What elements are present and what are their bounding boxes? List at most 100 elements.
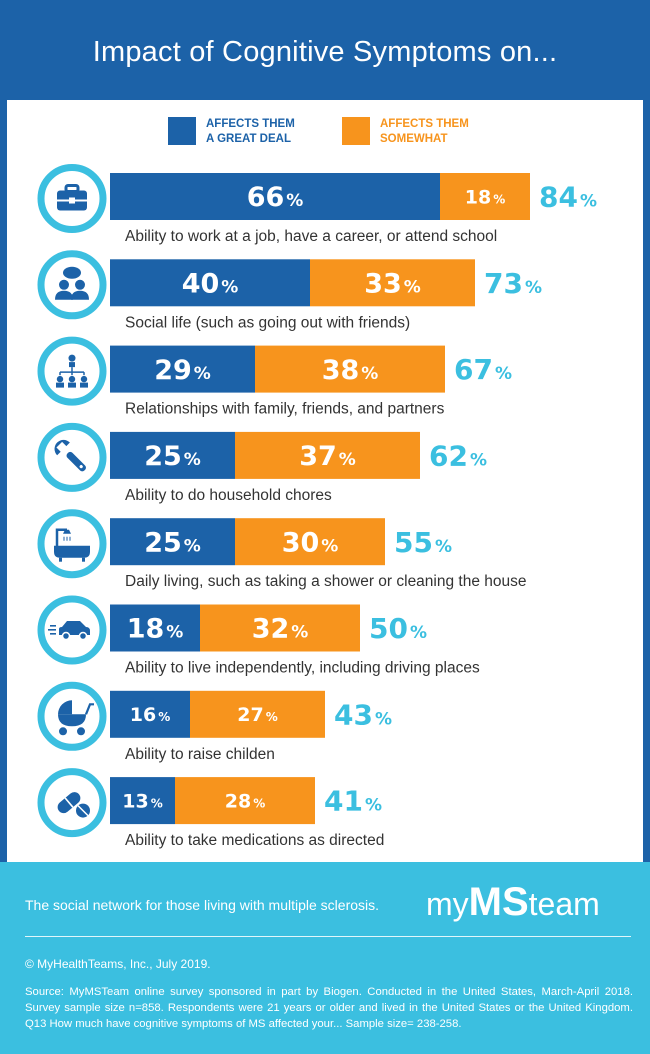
chart-row: 16% 27% 43 % Ability to raise childen [37, 681, 392, 763]
value-label-great-deal: 40% [182, 269, 239, 300]
brand-logo[interactable]: myMSteam [426, 882, 600, 924]
category-label: Ability to take medications as directed [125, 832, 384, 849]
stroller-basket [58, 714, 86, 727]
wrench-shape [54, 439, 86, 472]
category-label: Social life (such as going out with frie… [125, 314, 410, 331]
value-label-great-deal: 25% [144, 527, 201, 558]
bar-great-deal [110, 604, 200, 652]
value-label-somewhat: 18% [465, 186, 505, 208]
value-label-total: 43% [334, 698, 392, 731]
chart-panel: AFFECTS THEM A GREAT DEAL AFFECTS THEM S… [7, 100, 643, 862]
value-label-somewhat: 27% [237, 704, 277, 726]
value-label-somewhat: 38% [322, 355, 379, 386]
category-label: Ability to do household chores [125, 487, 332, 504]
capsule [57, 792, 81, 814]
bar-somewhat [310, 259, 475, 307]
chart-row: 13% 28% 41 % Ability to take medications as … [37, 768, 384, 849]
briefcase-clasp [69, 197, 75, 204]
footer: The social network for those living with… [0, 862, 650, 1054]
chart-row: 25% 30% 55 % Daily living, such as taking a … [37, 509, 527, 590]
chart-row: 29% 38% 67 % Relationships with family, frie… [37, 336, 512, 418]
legend-swatch-somewhat [342, 117, 370, 145]
bar-great-deal [110, 345, 255, 393]
capsule-seam [64, 797, 74, 808]
shower-head [63, 529, 71, 534]
person-head-right [75, 279, 85, 290]
brand-logo-my: my [426, 886, 469, 922]
bar-great-deal [110, 431, 235, 479]
car-icon [48, 621, 90, 641]
tree-child-body [56, 382, 64, 388]
value-label-somewhat: 32% [252, 614, 309, 645]
legend-swatch-great-deal [168, 117, 196, 145]
value-label-great-deal: 66% [247, 182, 304, 213]
value-label-total: 84% [539, 181, 597, 214]
value-label-total: 67% [454, 353, 512, 386]
tree-child-head [68, 375, 76, 383]
value-label-great-deal: 29% [154, 355, 211, 386]
legend: AFFECTS THEM A GREAT DEAL AFFECTS THEM S… [168, 117, 469, 145]
briefcase-handle [64, 184, 80, 193]
header-banner: Impact of Cognitive Symptoms on... [0, 0, 650, 100]
icon-ring [37, 509, 107, 579]
bar-great-deal [110, 173, 440, 220]
tree-child-head [80, 375, 88, 383]
bar-great-deal [110, 518, 235, 566]
legend-label-somewhat-2: SOMEWHAT [380, 133, 448, 145]
person-body-right [71, 290, 89, 300]
value-label-great-deal: 18% [127, 614, 184, 645]
value-label-total: 41% [324, 785, 382, 818]
value-label-total: 73% [484, 267, 542, 300]
brand-logo-ms: MS [468, 880, 529, 924]
baby-stroller-icon [58, 700, 94, 736]
value-label-somewhat: 28% [225, 790, 265, 812]
speed-line [50, 625, 56, 627]
legend-label-great-deal-1: AFFECTS THEM [206, 118, 295, 130]
footer-divider [25, 936, 631, 937]
bar-somewhat [255, 345, 445, 393]
value-label-great-deal: 16% [130, 704, 170, 726]
chart-row: 40% 33% 73 % Social life (such as going out … [37, 250, 542, 331]
bar-great-deal [110, 690, 190, 738]
wrench-jaw [54, 439, 70, 456]
stroller-wheel-left [59, 727, 67, 736]
stroller-handle [84, 703, 94, 715]
value-label-somewhat: 33% [364, 269, 421, 300]
stroller-hood [58, 700, 72, 715]
bar-somewhat [235, 518, 385, 566]
tree-lines [59, 367, 85, 376]
bathtub-shower-icon [54, 528, 90, 562]
car-wheel-back [61, 631, 71, 641]
category-label: Daily living, such as taking a shower or… [125, 573, 527, 590]
chart-rows: 66% 18% 84 % Ability to work at a job, have … [37, 164, 597, 849]
value-label-somewhat: 37% [299, 441, 356, 472]
chart-svg: AFFECTS THEM A GREAT DEAL AFFECTS THEM S… [37, 117, 597, 849]
value-label-total: 62% [429, 439, 487, 472]
legend-label-somewhat-1: AFFECTS THEM [380, 118, 469, 130]
bar-somewhat [440, 173, 530, 220]
wrench-hole [79, 464, 83, 469]
category-label: Relationships with family, friends, and … [125, 401, 445, 418]
speed-line [48, 629, 56, 631]
tree-child-head [56, 375, 64, 383]
speech-bubble [63, 266, 81, 279]
shower-pipe [55, 528, 67, 548]
stroller-wheel-right [77, 727, 85, 736]
bar-great-deal [110, 777, 175, 825]
source-note: Source: MyMSTeam online survey sponsored… [25, 986, 633, 1030]
tree-top-body [69, 362, 75, 368]
bar-somewhat [175, 777, 315, 825]
value-label-great-deal: 25% [144, 441, 201, 472]
person-body-left [55, 290, 73, 300]
tub-body [54, 545, 90, 558]
bar-somewhat [235, 431, 420, 479]
bar-somewhat [200, 604, 360, 652]
car-wheel-front [78, 631, 88, 641]
tree-child-body [68, 382, 76, 388]
category-label: Ability to raise childen [125, 746, 275, 763]
legend-label-great-deal-2: A GREAT DEAL [206, 133, 291, 145]
tub-foot-left [59, 557, 62, 562]
chart-row: 25% 37% 62 % Ability to do household chores [37, 422, 487, 504]
icon-ring [37, 250, 107, 320]
chart-row: 66% 18% 84 % Ability to work at a job, have … [37, 164, 597, 245]
